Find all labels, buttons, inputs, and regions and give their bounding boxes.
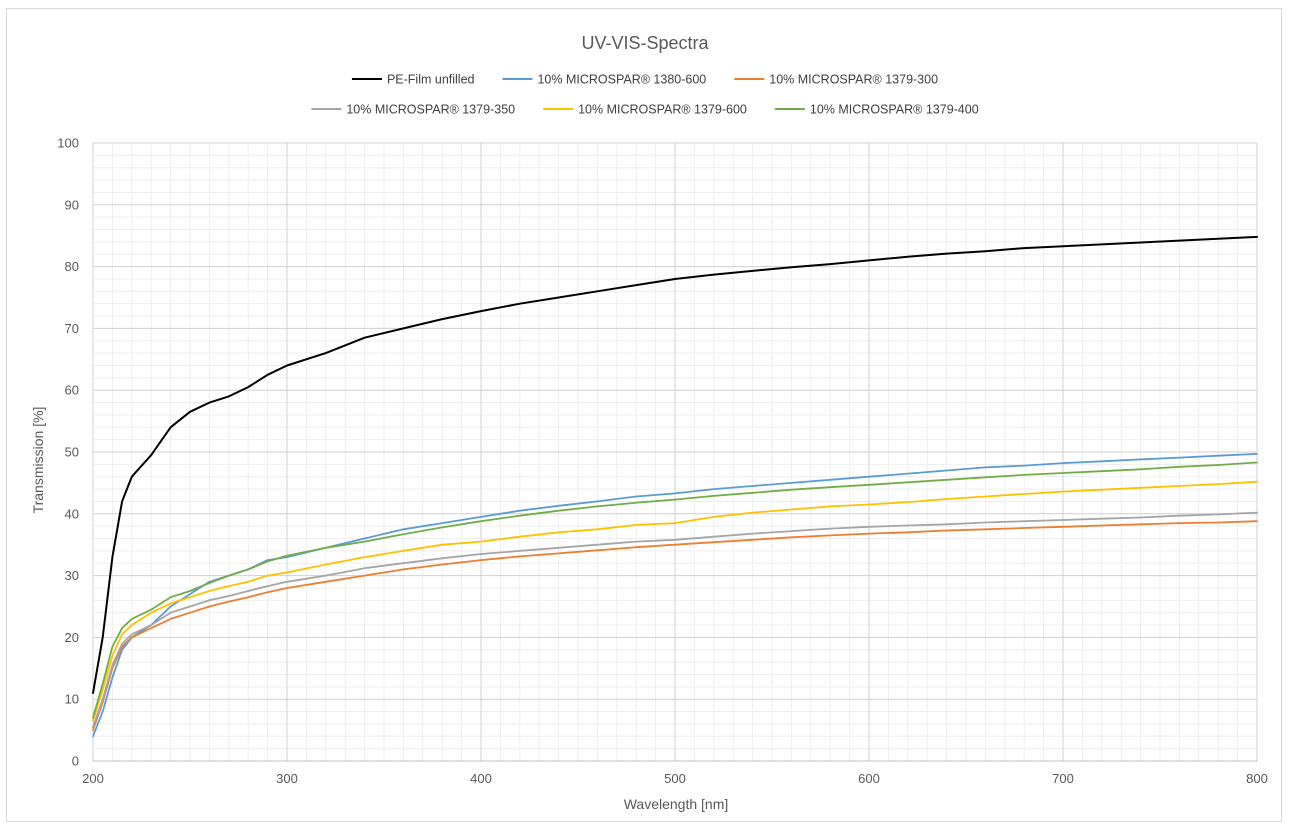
y-tick-label: 0	[72, 754, 79, 769]
tick-labels: 200 300 400 500 600 700 800 0 10 20 30 40 50 60 70 80 90…	[57, 136, 1268, 787]
x-axis-title: Wavelength [nm]	[624, 796, 729, 812]
y-tick-label: 40	[65, 506, 79, 521]
y-tick-label: 70	[65, 321, 79, 336]
series-line-6	[92, 461, 1258, 719]
y-tick-label: 10	[65, 692, 79, 707]
y-tick-label: 80	[65, 259, 79, 274]
legend-label-3: 10% MICROSPAR® 1379-300	[769, 73, 938, 87]
y-tick-label: 60	[65, 383, 79, 398]
x-tick-label: 700	[1052, 771, 1074, 786]
series-line-5	[92, 480, 1258, 722]
series-line-2	[92, 452, 1258, 738]
legend-label-5: 10% MICROSPAR® 1379-600	[578, 103, 747, 117]
y-tick-label: 90	[65, 197, 79, 212]
uv-vis-chart: 200 300 400 500 600 700 800 0 10 20 30 40 50 60 70 80 90…	[30, 33, 1268, 812]
y-tick-label: 20	[65, 630, 79, 645]
x-tick-label: 600	[858, 771, 880, 786]
x-tick-label: 400	[470, 771, 492, 786]
y-tick-label: 50	[65, 445, 79, 460]
chart-container: 200 300 400 500 600 700 800 0 10 20 30 40 50 60 70 80 90…	[6, 8, 1282, 822]
series-line-4	[92, 511, 1258, 728]
x-tick-label: 800	[1246, 771, 1268, 786]
legend-label-6: 10% MICROSPAR® 1379-400	[810, 103, 979, 117]
x-tick-label: 500	[664, 771, 686, 786]
y-tick-label: 100	[57, 136, 79, 151]
y-tick-label: 30	[65, 568, 79, 583]
series-layer	[92, 235, 1258, 738]
legend-label-1: PE-Film unfilled	[387, 73, 475, 87]
x-tick-label: 300	[276, 771, 298, 786]
legend: PE-Film unfilled 10% MICROSPAR® 1380-600 1…	[311, 73, 979, 117]
chart-title: UV-VIS-Spectra	[581, 33, 709, 53]
y-axis-title: Transmission [%]	[30, 407, 46, 514]
series-line-3	[92, 520, 1258, 731]
legend-label-2: 10% MICROSPAR® 1380-600	[537, 73, 706, 87]
series-line-1	[92, 235, 1258, 694]
legend-label-4: 10% MICROSPAR® 1379-350	[346, 103, 515, 117]
major-gridlines	[92, 142, 1258, 762]
x-tick-label: 200	[82, 771, 104, 786]
